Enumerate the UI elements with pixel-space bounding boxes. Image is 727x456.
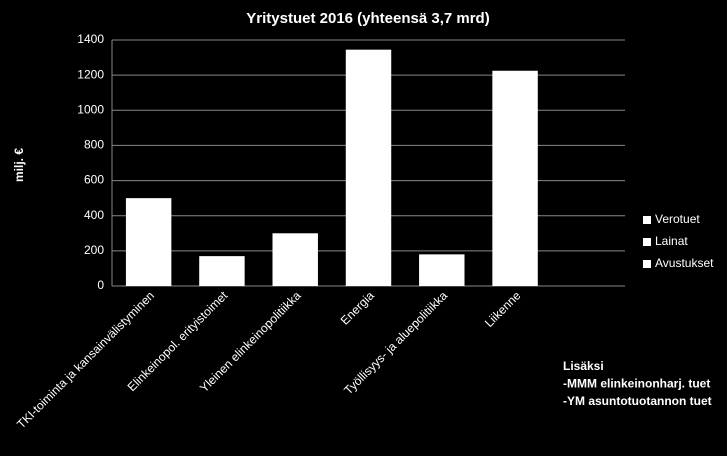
y-tick-label: 1000 xyxy=(77,102,104,116)
y-axis-label: milj. € xyxy=(12,148,26,182)
x-tick-label: Energia xyxy=(338,288,377,327)
y-tick-label: 200 xyxy=(84,243,104,257)
bar xyxy=(199,256,245,286)
x-tick-label: Liikenne xyxy=(482,288,524,330)
y-tick-label: 1200 xyxy=(77,67,104,81)
chart-title: Yritystuet 2016 (yhteensä 3,7 mrd) xyxy=(246,10,489,27)
annotation: Lisäksi xyxy=(563,359,604,373)
legend-swatch xyxy=(643,238,651,246)
y-tick-label: 400 xyxy=(84,208,104,222)
legend-label: Verotuet xyxy=(655,212,700,226)
annotation: -YM asuntotuotannon tuet xyxy=(563,394,712,408)
legend-label: Lainat xyxy=(655,234,688,248)
y-tick-label: 800 xyxy=(84,138,104,152)
bar xyxy=(419,254,465,286)
legend-label: Avustukset xyxy=(655,256,714,270)
annotation: -MMM elinkeinonharj. tuet xyxy=(563,377,710,391)
legend-swatch xyxy=(643,216,651,224)
y-tick-label: 600 xyxy=(84,173,104,187)
y-tick-label: 1400 xyxy=(77,32,104,46)
bar xyxy=(272,233,318,286)
x-tick-label: TKI-toiminta ja kansainvälistyminen xyxy=(14,288,157,431)
bar xyxy=(125,198,172,286)
bar xyxy=(345,49,392,286)
bar xyxy=(492,70,538,286)
y-tick-label: 0 xyxy=(97,278,104,292)
legend-swatch xyxy=(643,260,651,268)
